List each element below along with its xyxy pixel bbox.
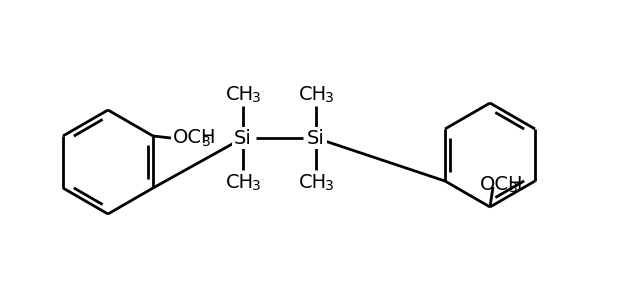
Text: OCH: OCH [173, 128, 216, 147]
Text: 3: 3 [325, 91, 333, 105]
Text: Si: Si [234, 128, 252, 147]
Text: CH: CH [226, 84, 254, 103]
Text: 3: 3 [509, 181, 518, 195]
Text: 3: 3 [252, 91, 260, 105]
Text: 3: 3 [252, 179, 260, 193]
Text: CH: CH [299, 84, 327, 103]
Text: Si: Si [307, 128, 325, 147]
Text: CH: CH [299, 173, 327, 192]
Text: 3: 3 [202, 135, 211, 149]
Text: 3: 3 [325, 179, 333, 193]
Text: OCH: OCH [480, 175, 524, 194]
Text: CH: CH [226, 173, 254, 192]
